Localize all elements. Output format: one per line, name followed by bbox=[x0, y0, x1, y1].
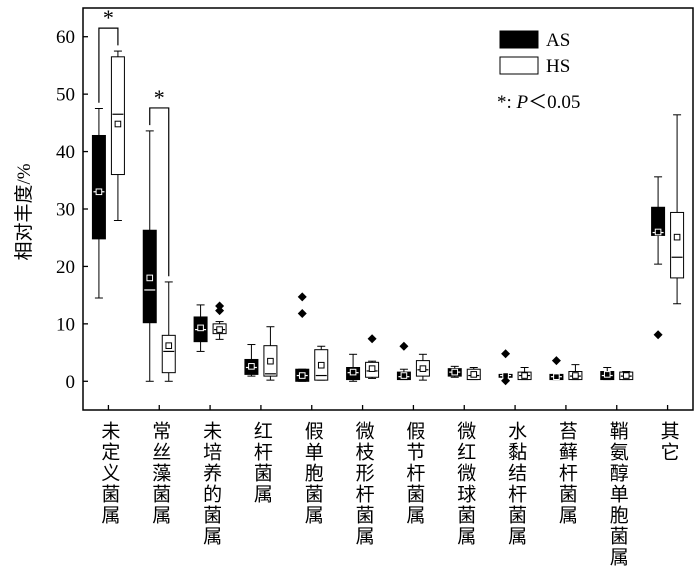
y-tick-label: 10 bbox=[56, 314, 75, 335]
x-tick-label: 红杆菌属 bbox=[250, 421, 272, 505]
x-tick-label: 水黏结杆菌属 bbox=[505, 421, 527, 547]
x-tick-label: 假节杆菌属 bbox=[403, 421, 425, 526]
as-mean-marker bbox=[654, 228, 662, 236]
significance-group: ** bbox=[98, 5, 170, 277]
significance-bracket bbox=[149, 107, 170, 277]
as-outlier bbox=[551, 356, 561, 366]
significance-note: *: P＜0.05 bbox=[497, 92, 580, 113]
as-mean-marker bbox=[146, 274, 154, 282]
legend-swatch-as bbox=[499, 30, 539, 49]
as-mean-marker bbox=[603, 371, 611, 378]
hs-mean-marker bbox=[572, 372, 579, 379]
significance-bracket bbox=[98, 27, 119, 103]
as-mean-marker bbox=[95, 188, 103, 196]
x-tick-label: 常丝藻菌属 bbox=[149, 421, 171, 526]
legend-label-as: AS bbox=[546, 30, 570, 51]
x-tick-label: 未定义菌属 bbox=[98, 421, 120, 526]
y-axis-title: 相对丰度/% bbox=[13, 163, 35, 260]
as-box bbox=[651, 206, 666, 236]
y-tick-label: 0 bbox=[66, 372, 76, 393]
as-outlier bbox=[297, 309, 307, 319]
note-p-symbol: P bbox=[516, 92, 529, 113]
hs-mean-marker bbox=[165, 342, 173, 349]
as-mean-marker bbox=[298, 372, 306, 379]
y-tick-label: 50 bbox=[56, 85, 75, 106]
x-tick-label: 假单胞菌属 bbox=[301, 421, 323, 526]
significance-star: * bbox=[103, 5, 114, 30]
legend: AS HS *: P＜0.05 bbox=[497, 30, 580, 113]
hs-outlier bbox=[215, 301, 225, 311]
hs-box bbox=[161, 334, 176, 374]
note-threshold: ＜0.05 bbox=[528, 92, 580, 113]
note-prefix: *: bbox=[497, 92, 517, 113]
legend-label-hs: HS bbox=[546, 56, 570, 77]
axes-group: 0 10 20 30 40 50 60 bbox=[56, 27, 669, 410]
as-outlier bbox=[501, 349, 511, 359]
hs-mean-marker bbox=[267, 357, 274, 365]
x-tick-label: 鞘氨醇单胞菌属 bbox=[606, 421, 628, 568]
y-tick-label: 20 bbox=[56, 257, 75, 278]
legend-swatch-hs bbox=[499, 56, 539, 75]
as-outlier bbox=[501, 376, 511, 386]
as-box bbox=[91, 134, 106, 240]
box-marks-group bbox=[91, 50, 685, 386]
as-outlier bbox=[653, 330, 663, 340]
x-tick-label: 微枝形杆菌属 bbox=[352, 421, 374, 547]
y-tick-label: 40 bbox=[56, 142, 75, 163]
as-mean-marker bbox=[197, 324, 204, 332]
as-outlier bbox=[297, 292, 307, 302]
significance-star: * bbox=[154, 85, 165, 110]
hs-mean-marker bbox=[419, 365, 427, 372]
x-tick-label: 微红微球菌属 bbox=[454, 421, 476, 547]
hs-box bbox=[670, 211, 685, 279]
as-mean-marker bbox=[349, 368, 357, 376]
x-tick-label: 苔藓杆菌属 bbox=[555, 421, 577, 526]
y-tick-label: 60 bbox=[56, 27, 75, 48]
y-tick-label: 30 bbox=[56, 200, 75, 221]
x-tick-label: 其它 bbox=[657, 421, 679, 463]
as-outlier bbox=[399, 341, 409, 351]
x-tick-label: 未培养的菌属 bbox=[200, 421, 222, 547]
hs-mean-marker bbox=[622, 372, 630, 379]
hs-mean-marker bbox=[216, 326, 223, 333]
hs-mean-marker bbox=[521, 372, 528, 379]
as-mean-marker bbox=[248, 363, 255, 370]
hs-outlier bbox=[215, 306, 225, 316]
hs-mean-marker bbox=[114, 120, 122, 128]
as-mean-marker bbox=[400, 372, 408, 379]
hs-mean-marker bbox=[317, 361, 325, 369]
hs-mean-marker bbox=[368, 365, 376, 372]
hs-box bbox=[110, 56, 125, 176]
as-mean-marker bbox=[553, 373, 560, 380]
hs-mean-marker bbox=[673, 233, 681, 241]
hs-mean-marker bbox=[470, 371, 478, 378]
hs-outlier bbox=[367, 334, 377, 344]
as-mean-marker bbox=[451, 368, 459, 376]
